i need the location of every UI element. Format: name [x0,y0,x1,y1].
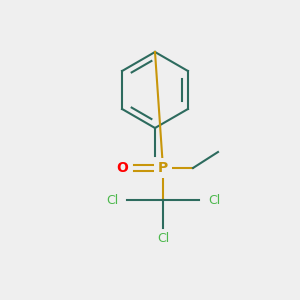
Text: O: O [116,161,128,175]
Text: Cl: Cl [208,194,220,206]
Text: P: P [158,161,168,175]
Text: Cl: Cl [106,194,118,206]
Text: Cl: Cl [157,232,169,244]
